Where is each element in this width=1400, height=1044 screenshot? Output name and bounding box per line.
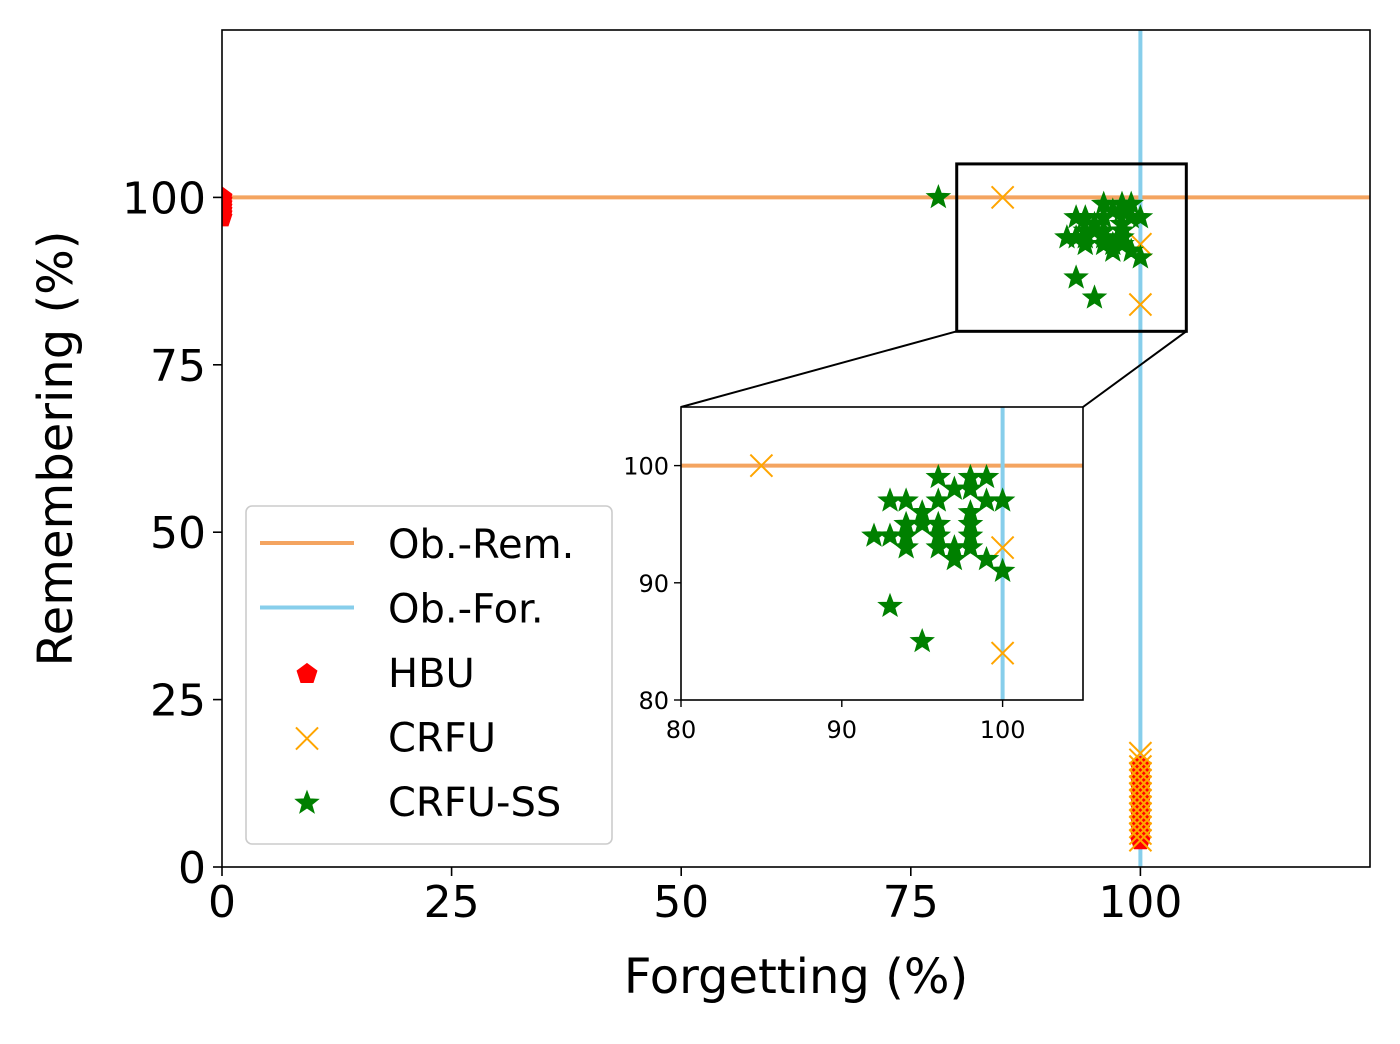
legend-label-ob-rem: Ob.-Rem.: [388, 522, 574, 568]
legend-label-crfu-ss: CRFU-SS: [388, 780, 561, 826]
x-tick-label: 100: [1098, 877, 1182, 928]
legend-label-crfu: CRFU: [388, 716, 496, 762]
inset-x-tick-label: 100: [980, 716, 1026, 744]
inset-crfu-ss-point: [925, 463, 952, 489]
y-tick-label: 50: [150, 508, 206, 559]
y-tick-label: 75: [150, 341, 206, 392]
legend-swatch-crfu: [295, 726, 319, 751]
inset-crfu-ss-point: [957, 475, 984, 500]
inset-x-tick-label: 90: [827, 716, 858, 744]
inset-y-tick-label: 80: [638, 687, 669, 715]
inset-crfu-ss-point: [973, 545, 1000, 571]
inset-crfu-point: [990, 535, 1015, 560]
inset-crfu-ss-point: [893, 534, 919, 559]
crfu-point: [1128, 748, 1153, 772]
crfu-ss-point: [1127, 204, 1154, 229]
inset-y-tick-label: 100: [623, 453, 669, 481]
axes-frame: [221, 29, 1371, 868]
crfu-ss-point: [1127, 244, 1154, 269]
legend-box: [245, 505, 613, 845]
zoom-connector-left: [680, 330, 957, 408]
crfu-point: [1128, 741, 1153, 765]
inset-y-tick-label: 90: [638, 570, 669, 598]
crfu-point: [990, 185, 1015, 210]
inset-crfu-ss-point: [957, 534, 984, 559]
y-tick-label: 0: [178, 843, 206, 894]
inset-plot-area: [681, 407, 1083, 700]
inset-crfu-ss-point: [909, 627, 935, 653]
inset-crfu-ss-point: [941, 545, 968, 571]
x-tick-label: 0: [208, 877, 236, 928]
crfu-ss-point: [925, 183, 952, 209]
inset-crfu-point: [990, 641, 1015, 665]
inset-crfu-ss-point: [989, 557, 1016, 582]
inset-crfu-ss-point: [893, 487, 919, 512]
x-tick-label: 25: [424, 877, 480, 928]
crfu-ss-point: [1054, 224, 1080, 249]
crfu-point: [1128, 292, 1153, 317]
x-tick-label: 50: [653, 877, 709, 928]
x-axis-label: Forgetting (%): [624, 949, 968, 1005]
zoom-connector-right: [1082, 330, 1187, 408]
x-tick-label: 75: [883, 877, 939, 928]
inset-crfu-ss-point: [973, 463, 1000, 489]
y-tick-label: 25: [150, 676, 206, 727]
inset-x-tick-label: 80: [666, 716, 697, 744]
legend-label-hbu: HBU: [388, 651, 475, 697]
inset-crfu-ss-point: [877, 592, 903, 618]
legend-label-ob-for: Ob.-For.: [388, 587, 544, 633]
hbu-point: [222, 206, 233, 227]
inset-crfu-ss-point: [861, 522, 887, 547]
legend-swatch-crfu-ss: [294, 789, 320, 814]
inset-crfu-ss-point: [925, 487, 952, 512]
inset-crfu-ss-point: [989, 487, 1016, 512]
y-axis-label: Remembering (%): [28, 230, 84, 666]
zoom-region-box: [955, 162, 1188, 333]
legend-swatch-hbu: [296, 662, 318, 683]
inset-crfu-point: [749, 453, 774, 478]
y-tick-label: 100: [122, 173, 206, 224]
crfu-ss-point: [1081, 284, 1108, 309]
inset-frame: [680, 406, 1084, 701]
crfu-ss-point: [1063, 264, 1089, 289]
